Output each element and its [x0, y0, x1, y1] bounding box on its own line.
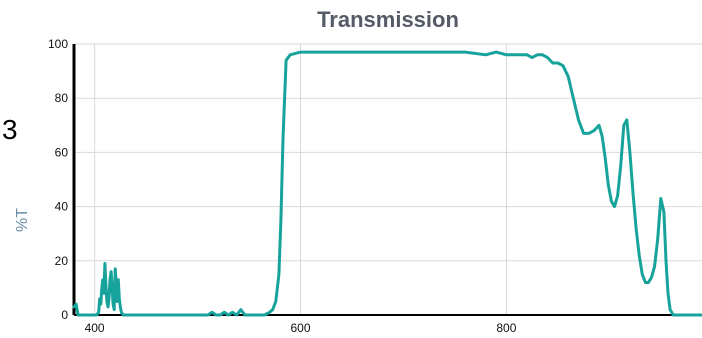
y-tick-label: 0: [61, 308, 68, 322]
y-tick-label: 20: [55, 254, 69, 268]
chart-title: Transmission: [317, 7, 459, 32]
y-tick-label: 40: [55, 200, 69, 214]
series-line: [74, 52, 702, 315]
y-tick-label: 80: [55, 91, 69, 105]
x-tick-label: 600: [290, 321, 310, 335]
y-axis-label: %T: [14, 208, 31, 232]
y-tick-label: 100: [48, 37, 68, 51]
side-mark: 3: [2, 114, 18, 145]
x-tick-label: 400: [85, 321, 105, 335]
x-tick-label: 800: [496, 321, 516, 335]
y-tick-label: 60: [55, 145, 69, 159]
